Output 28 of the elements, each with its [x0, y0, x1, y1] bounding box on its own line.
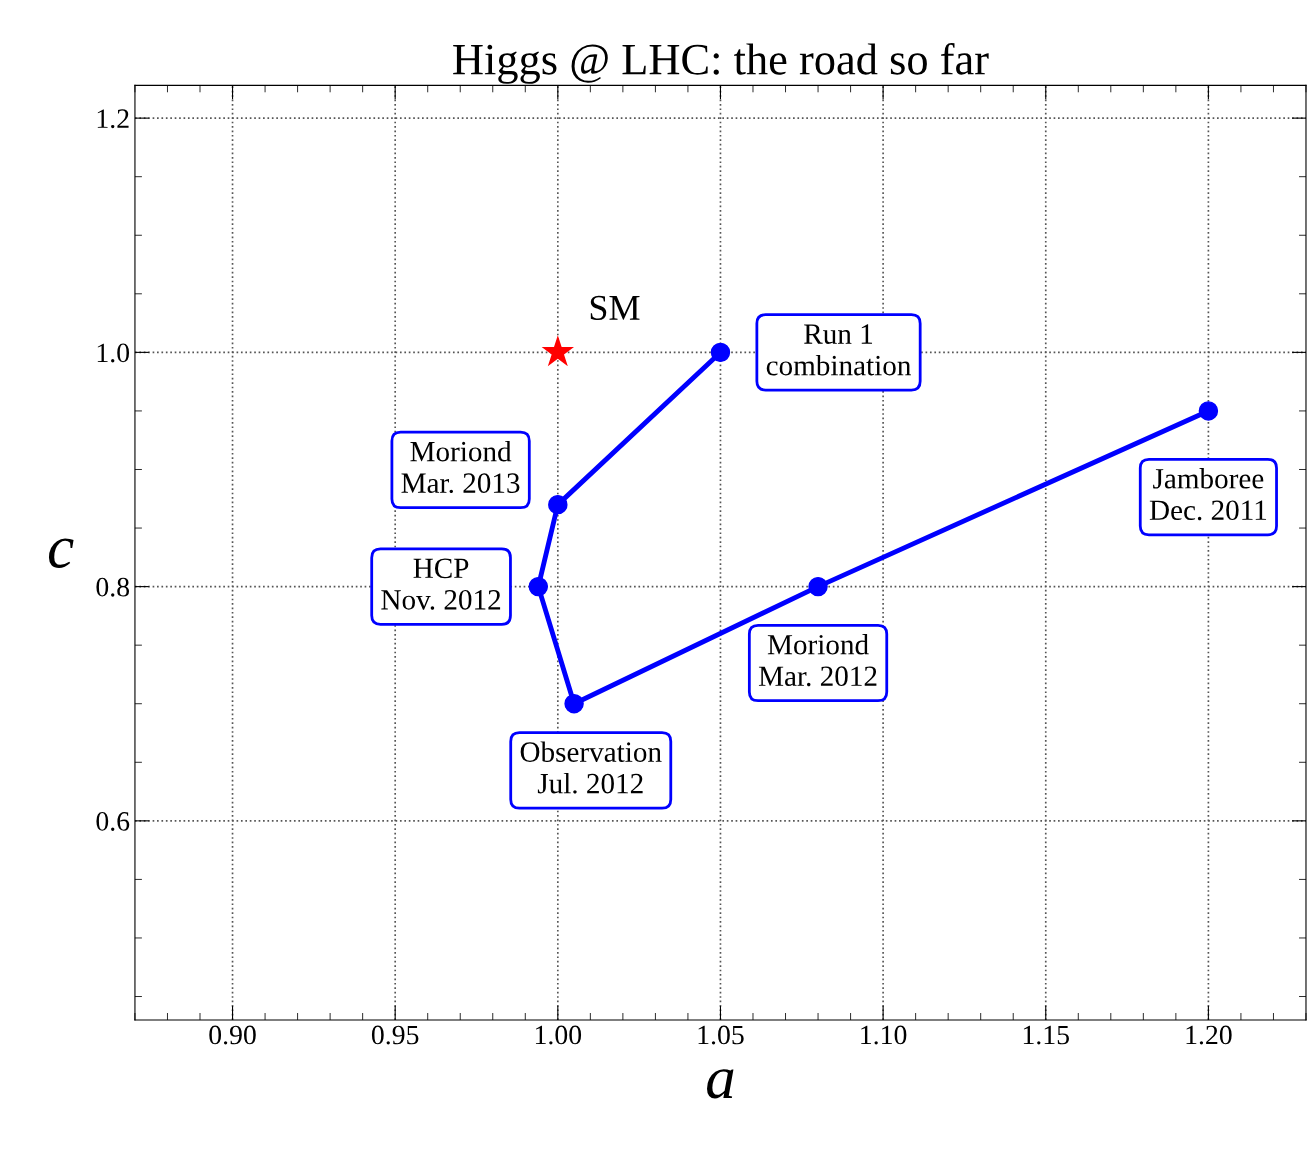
y-tick-label: 1.0	[97, 343, 130, 363]
x-tick-label: 0.95	[371, 1025, 419, 1045]
x-tick-label: 1.20	[1186, 1025, 1232, 1045]
annotation: Jamboree Dec. 2011	[1149, 468, 1267, 521]
x-tick-label: 1.15	[1023, 1025, 1069, 1045]
x-tick-label: 1.00	[535, 1025, 582, 1045]
y-axis-title: c	[48, 538, 74, 568]
point	[1198, 401, 1219, 421]
y-tick-label: 0.6	[96, 812, 130, 831]
annotation: Run 1 combination	[766, 324, 911, 376]
annotation: Moriond Mar. 2012	[758, 634, 877, 687]
point	[564, 694, 584, 714]
point	[548, 494, 568, 515]
point	[541, 335, 574, 367]
series-label: SM	[590, 295, 640, 321]
x-tick-label: 1.10	[861, 1025, 907, 1045]
y-tick-label: 1.2	[97, 109, 129, 129]
annotation: Moriond Mar. 2013	[401, 440, 520, 494]
annotation: Observation Jul. 2012	[520, 741, 662, 794]
x-tick-label: 0.90	[209, 1025, 256, 1045]
y-tick-label: 0.8	[96, 577, 130, 597]
x-tick-label: 1.05	[698, 1025, 744, 1045]
point	[528, 576, 549, 597]
x-axis-title: a	[707, 1069, 734, 1099]
point	[710, 342, 731, 363]
annotation: HCP Nov. 2012	[381, 558, 501, 610]
point	[808, 576, 828, 597]
chart-title: Higgs @ LHC: the road so far	[453, 42, 989, 84]
